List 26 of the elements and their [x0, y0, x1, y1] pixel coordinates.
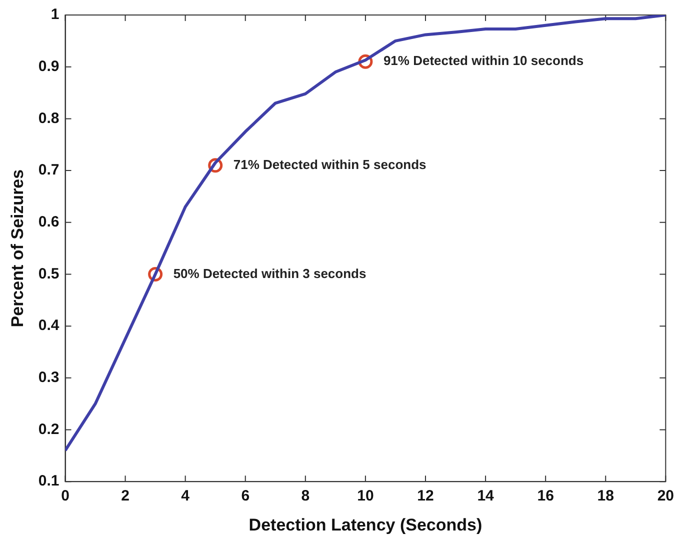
y-tick-label: 0.4	[38, 317, 60, 334]
annotation: 91% Detected within 10 seconds	[383, 53, 584, 68]
x-tick-label: 12	[417, 488, 434, 505]
x-tick-label: 6	[241, 488, 250, 505]
y-tick-label: 0.2	[38, 420, 60, 438]
x-tick-label: 4	[181, 488, 190, 505]
y-tick-label: 0.8	[38, 110, 60, 127]
y-axis-title: Percent of Seizures	[8, 169, 27, 328]
x-axis-title: Detection Latency (Seconds)	[248, 515, 482, 534]
x-tick-label: 14	[477, 488, 495, 505]
y-tick-label: 1	[50, 6, 60, 24]
annotation: 50% Detected within 3 seconds	[173, 266, 366, 281]
y-tick-label: 0.7	[38, 162, 60, 179]
x-tick-label: 16	[537, 488, 554, 505]
y-tick-label: 0.6	[38, 214, 60, 231]
y-tick-label: 0.1	[38, 472, 60, 490]
x-tick-label: 18	[597, 488, 614, 505]
annotation: 71% Detected within 5 seconds	[233, 156, 426, 172]
x-tick-label: 0	[61, 488, 70, 505]
y-tick-label: 0.5	[38, 265, 60, 282]
x-tick-label: 20	[657, 488, 674, 505]
y-tick-label: 0.3	[38, 369, 60, 386]
x-tick-label: 10	[357, 488, 374, 505]
x-tick-label: 2	[121, 488, 130, 505]
x-tick-label: 8	[301, 488, 310, 505]
y-tick-label: 0.9	[38, 58, 60, 75]
